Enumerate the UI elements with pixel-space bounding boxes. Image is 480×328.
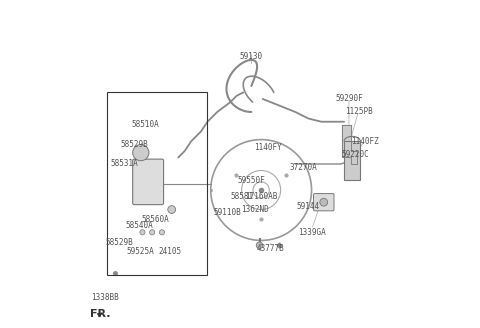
Text: 1140FY: 1140FY	[254, 143, 281, 152]
Text: FR.: FR.	[90, 309, 111, 319]
Polygon shape	[342, 125, 357, 164]
Circle shape	[320, 198, 328, 206]
Circle shape	[140, 230, 145, 235]
FancyBboxPatch shape	[132, 159, 164, 205]
Text: 59110B: 59110B	[213, 208, 241, 217]
Text: 1362ND: 1362ND	[241, 205, 268, 214]
Circle shape	[159, 230, 165, 235]
Text: 59144: 59144	[297, 202, 320, 211]
Text: 58529B: 58529B	[120, 140, 148, 149]
Text: 59525A: 59525A	[127, 247, 155, 256]
Text: 1338BB: 1338BB	[91, 293, 119, 302]
Text: 58581: 58581	[230, 192, 253, 201]
Text: 59550F: 59550F	[238, 176, 265, 185]
Text: 17160AB: 17160AB	[245, 192, 277, 201]
Text: 24105: 24105	[158, 247, 181, 256]
Text: 1140FZ: 1140FZ	[351, 137, 379, 146]
Text: 58510A: 58510A	[132, 120, 159, 130]
Polygon shape	[344, 141, 360, 180]
Text: 58529B: 58529B	[106, 237, 133, 247]
Text: 1125PB: 1125PB	[345, 108, 372, 116]
Text: 59130: 59130	[240, 52, 263, 61]
Text: 58531A: 58531A	[111, 159, 138, 169]
FancyBboxPatch shape	[313, 194, 334, 211]
Bar	[107, 92, 207, 275]
Text: 58560A: 58560A	[142, 215, 169, 224]
Circle shape	[150, 230, 155, 235]
Circle shape	[256, 242, 263, 249]
Text: 37270A: 37270A	[289, 163, 317, 172]
Text: 58540A: 58540A	[125, 221, 153, 230]
Text: 1339GA: 1339GA	[298, 228, 325, 237]
Circle shape	[168, 206, 176, 214]
Text: 59220C: 59220C	[342, 150, 369, 159]
Circle shape	[132, 145, 149, 161]
Text: 59290F: 59290F	[335, 94, 363, 103]
Text: 43777B: 43777B	[257, 244, 285, 253]
